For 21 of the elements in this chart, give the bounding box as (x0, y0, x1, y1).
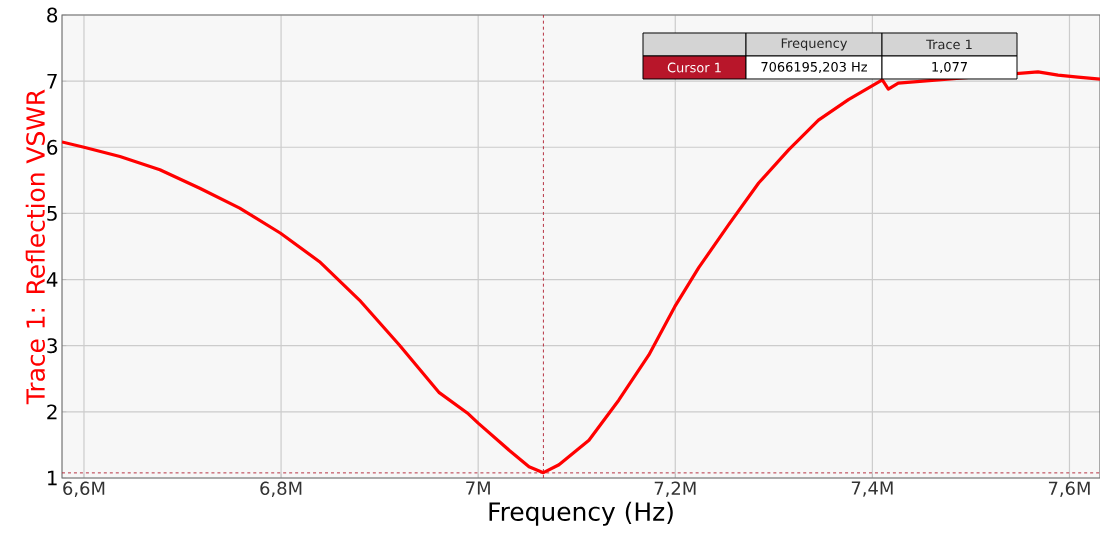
y-tick-label: 3 (47, 338, 57, 354)
y-axis-title: Trace 1: Reflection VSWR (25, 89, 45, 405)
y-tick-label: 7 (47, 73, 57, 89)
annotation: Frequency (781, 38, 848, 51)
annotation: Trace 1 (926, 39, 972, 50)
x-axis-title: Frequency (Hz) (489, 501, 673, 526)
y-tick-label: 1 (48, 470, 57, 486)
y-tick-label: 8 (47, 7, 58, 23)
x-tick-label: 7M (466, 481, 490, 495)
x-tick-label: 6,8M (260, 481, 302, 497)
y-tick-label: 2 (47, 404, 57, 420)
y-tick-label: 4 (46, 272, 58, 287)
annotation: 7066195,203 Hz (761, 61, 867, 74)
x-tick-label: 7,2M (654, 481, 696, 497)
annotation: 1,077 (932, 61, 967, 74)
annotation: Cursor 1 (667, 62, 721, 73)
x-tick-label: 7,4M (851, 481, 893, 497)
y-tick-label: 6 (47, 139, 58, 155)
y-tick-label: 5 (47, 206, 57, 221)
x-tick-label: 7,6M (1048, 481, 1090, 497)
x-tick-label: 6,6M (63, 481, 105, 497)
